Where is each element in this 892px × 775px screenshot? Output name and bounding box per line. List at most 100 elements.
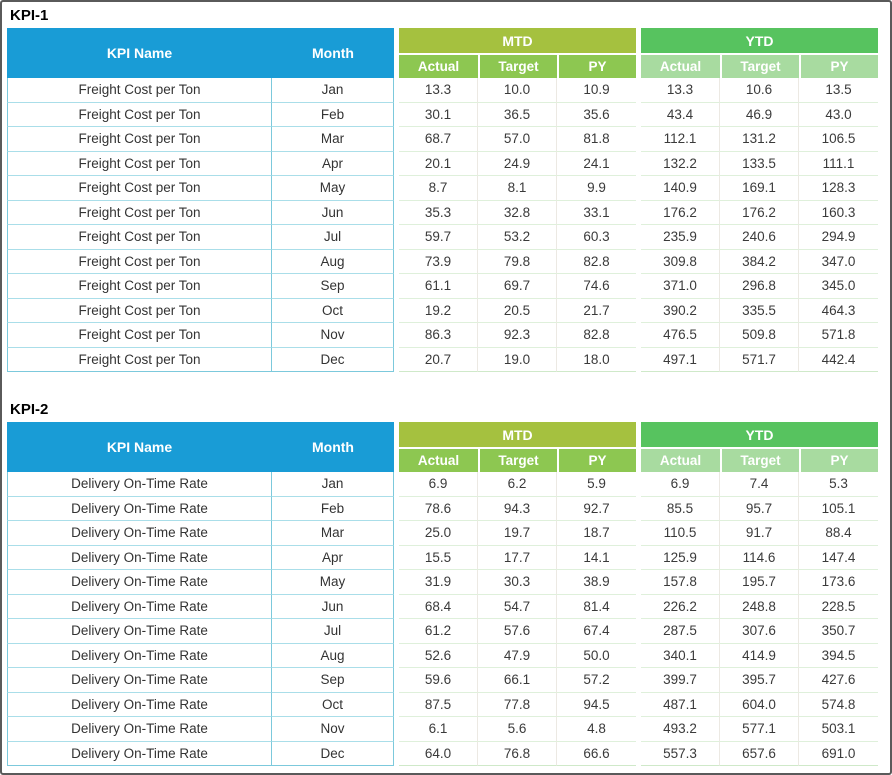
month-cell: Apr [272, 545, 394, 570]
mtd-target-cell: 5.6 [478, 717, 557, 742]
column-spacer [394, 151, 399, 176]
ytd-py-cell: 571.8 [799, 323, 878, 348]
ytd-target-cell: 384.2 [720, 249, 799, 274]
column-spacer [636, 102, 641, 127]
mtd-actual-cell: 78.6 [399, 496, 478, 521]
column-spacer [636, 298, 641, 323]
kpi-name-cell: Freight Cost per Ton [7, 102, 272, 127]
mtd-target-cell: 69.7 [478, 274, 557, 299]
ytd-target-cell: 133.5 [720, 151, 799, 176]
kpi-name-cell: Delivery On-Time Rate [7, 545, 272, 570]
ytd-py-cell: 43.0 [799, 102, 878, 127]
ytd-target-cell: 176.2 [720, 200, 799, 225]
ytd-band-header: YTD [641, 422, 878, 447]
kpi-name-cell: Delivery On-Time Rate [7, 619, 272, 644]
mtd-target-cell: 24.9 [478, 151, 557, 176]
column-spacer [394, 521, 399, 546]
column-spacer [636, 225, 641, 250]
ytd-actual-cell: 390.2 [641, 298, 720, 323]
mtd-target-cell: 17.7 [478, 545, 557, 570]
mtd-py-cell: 35.6 [557, 102, 636, 127]
mtd-actual-cell: 52.6 [399, 643, 478, 668]
ytd-target-cell: 657.6 [720, 741, 799, 766]
mtd-target-cell: 92.3 [478, 323, 557, 348]
ytd-py-cell: 88.4 [799, 521, 878, 546]
mtd-actual-cell: 13.3 [399, 78, 478, 103]
ytd-py-cell: 442.4 [799, 347, 878, 372]
mtd-band-header: MTD [399, 28, 636, 53]
kpi-name-cell: Freight Cost per Ton [7, 151, 272, 176]
mtd-actual-cell: 30.1 [399, 102, 478, 127]
ytd-target-cell: 95.7 [720, 496, 799, 521]
column-spacer [636, 643, 641, 668]
kpi-name-cell: Delivery On-Time Rate [7, 741, 272, 766]
mtd-band-header: MTD [399, 422, 636, 447]
mtd-py-cell: 67.4 [557, 619, 636, 644]
ytd-target-cell: 307.6 [720, 619, 799, 644]
month-cell: Jun [272, 594, 394, 619]
mtd-actual-cell: 35.3 [399, 200, 478, 225]
mtd-target-cell: 20.5 [478, 298, 557, 323]
ytd-target-cell: 248.8 [720, 594, 799, 619]
mtd-actual-cell: 61.2 [399, 619, 478, 644]
ytd-target-cell: 131.2 [720, 127, 799, 152]
ytd-py-header: PY [799, 447, 878, 472]
mtd-py-cell: 74.6 [557, 274, 636, 299]
column-spacer [394, 127, 399, 152]
mtd-target-cell: 6.2 [478, 472, 557, 497]
mtd-target-cell: 57.6 [478, 619, 557, 644]
kpi-2-title: KPI-2 [10, 401, 49, 418]
column-spacer [636, 545, 641, 570]
kpi-name-cell: Freight Cost per Ton [7, 127, 272, 152]
month-cell: Apr [272, 151, 394, 176]
ytd-target-header: Target [720, 447, 799, 472]
ytd-target-cell: 414.9 [720, 643, 799, 668]
kpi-name-cell: Delivery On-Time Rate [7, 472, 272, 497]
mtd-target-cell: 76.8 [478, 741, 557, 766]
column-spacer [636, 619, 641, 644]
mtd-target-cell: 36.5 [478, 102, 557, 127]
mtd-target-cell: 53.2 [478, 225, 557, 250]
column-spacer [636, 151, 641, 176]
header-spacer [394, 422, 399, 472]
header-spacer [394, 28, 399, 78]
mtd-target-cell: 19.7 [478, 521, 557, 546]
mtd-actual-header: Actual [399, 53, 478, 78]
mtd-target-header: Target [478, 53, 557, 78]
mtd-actual-cell: 68.7 [399, 127, 478, 152]
month-cell: Dec [272, 741, 394, 766]
kpi-name-cell: Freight Cost per Ton [7, 249, 272, 274]
mtd-py-cell: 4.8 [557, 717, 636, 742]
column-spacer [394, 692, 399, 717]
mtd-actual-cell: 20.1 [399, 151, 478, 176]
kpi-name-cell: Delivery On-Time Rate [7, 594, 272, 619]
column-spacer [394, 347, 399, 372]
column-spacer [394, 274, 399, 299]
ytd-py-cell: 228.5 [799, 594, 878, 619]
ytd-py-cell: 691.0 [799, 741, 878, 766]
mtd-actual-header: Actual [399, 447, 478, 472]
ytd-target-cell: 114.6 [720, 545, 799, 570]
ytd-target-cell: 10.6 [720, 78, 799, 103]
kpi-table-2: KPI Name Month MTD YTD Actual Target PY … [7, 422, 878, 766]
mtd-py-cell: 82.8 [557, 323, 636, 348]
ytd-actual-cell: 399.7 [641, 668, 720, 693]
ytd-band-header: YTD [641, 28, 878, 53]
ytd-target-cell: 395.7 [720, 668, 799, 693]
mtd-actual-cell: 86.3 [399, 323, 478, 348]
mtd-py-cell: 14.1 [557, 545, 636, 570]
ytd-actual-cell: 176.2 [641, 200, 720, 225]
kpi-name-cell: Freight Cost per Ton [7, 78, 272, 103]
mtd-actual-cell: 64.0 [399, 741, 478, 766]
mtd-py-cell: 66.6 [557, 741, 636, 766]
column-spacer [394, 200, 399, 225]
ytd-py-cell: 13.5 [799, 78, 878, 103]
column-spacer [394, 323, 399, 348]
column-spacer [636, 570, 641, 595]
kpi-name-cell: Freight Cost per Ton [7, 200, 272, 225]
month-cell: Nov [272, 323, 394, 348]
month-cell: Oct [272, 298, 394, 323]
mtd-py-cell: 38.9 [557, 570, 636, 595]
ytd-actual-cell: 226.2 [641, 594, 720, 619]
